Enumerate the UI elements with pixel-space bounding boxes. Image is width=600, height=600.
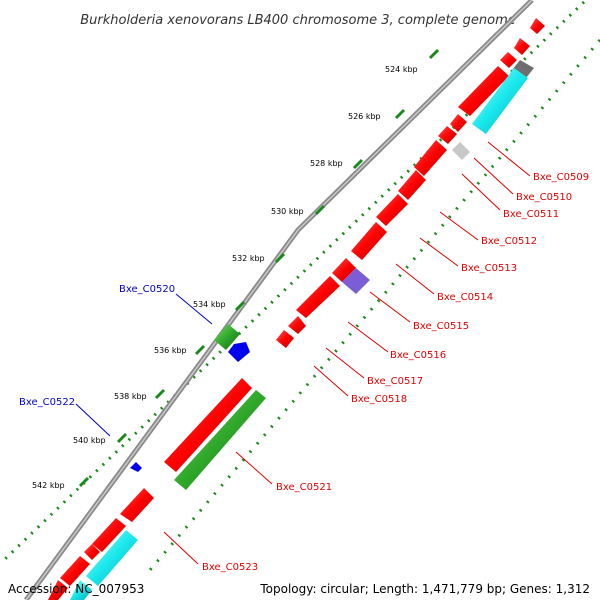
gene-label: Bxe_C0516: [390, 350, 446, 361]
gene-label: Bxe_C0522: [19, 397, 75, 408]
cds-feature: [376, 194, 408, 226]
cds-feature: [84, 544, 100, 560]
map-title: Burkholderia xenovorans LB400 chromosome…: [80, 13, 516, 28]
purple-feature: [342, 268, 370, 294]
cds-feature: [414, 140, 447, 176]
lightgrey-feature: [452, 142, 470, 160]
topology-info: Topology: circular; Length: 1,471,779 bp…: [260, 582, 590, 596]
label-leaders: [163, 141, 531, 565]
tick-label: 528 kbp: [310, 159, 343, 168]
scale-tick-labels: 524 kbp 526 kbp 528 kbp 530 kbp 532 kbp …: [32, 65, 418, 490]
cds-feature: [351, 222, 387, 260]
cds-feature: [332, 258, 356, 282]
cds-feature: [296, 276, 340, 318]
tick-label: 532 kbp: [232, 254, 265, 263]
cyan-feature: [86, 530, 138, 586]
gene-label: Bxe_C0523: [202, 562, 258, 573]
tick-label: 524 kbp: [385, 65, 418, 74]
tick-label: 536 kbp: [154, 346, 187, 355]
gene-label: Bxe_C0521: [276, 482, 332, 493]
gene-label: Bxe_C0514: [437, 292, 493, 303]
tick-label: 526 kbp: [348, 112, 381, 121]
gene-label: Bxe_C0518: [351, 394, 407, 405]
tick-label: 534 kbp: [193, 300, 226, 309]
tick-label: 542 kbp: [32, 481, 65, 490]
gene-label: Bxe_C0513: [461, 263, 517, 274]
cyan-feature: [472, 68, 528, 134]
cds-feature: [398, 170, 426, 200]
gene-label: Bxe_C0510: [516, 192, 572, 203]
cds-feature: [92, 518, 126, 552]
reverse-cds-feature: [130, 462, 142, 472]
cds-feature: [60, 556, 90, 586]
gene-label: Bxe_C0520: [119, 284, 175, 295]
gene-labels: Bxe_C0509 Bxe_C0510 Bxe_C0511 Bxe_C0512 …: [19, 172, 589, 573]
other-forward-features: [70, 60, 534, 600]
cds-feature: [530, 18, 545, 34]
reverse-cds-track: [130, 324, 266, 490]
label-leaders-blue: [75, 293, 213, 437]
tick-label: 538 kbp: [114, 392, 147, 401]
reverse-cds-feature: [174, 390, 266, 490]
cds-feature: [438, 126, 457, 144]
cds-feature: [288, 316, 306, 334]
scale-ticks: [78, 48, 440, 488]
gene-label: Bxe_C0517: [367, 376, 423, 387]
gene-label: Bxe_C0511: [503, 209, 559, 220]
accession-info: Accession: NC_007953: [8, 582, 145, 596]
gene-label: Bxe_C0509: [533, 172, 589, 183]
cds-feature: [458, 66, 509, 116]
cds-feature: [48, 580, 68, 600]
tick-label: 530 kbp: [271, 207, 304, 216]
tick-label: 540 kbp: [73, 436, 106, 445]
forward-cds-track: [48, 18, 545, 600]
cds-feature: [500, 52, 517, 68]
cds-feature: [120, 488, 154, 522]
cyan-feature: [70, 580, 92, 600]
gene-label: Bxe_C0515: [413, 321, 469, 332]
grey-feature: [512, 60, 534, 78]
reverse-cds-feature: [228, 342, 250, 362]
reverse-cds-feature: [214, 324, 240, 350]
cds-feature: [514, 38, 530, 55]
cds-feature: [164, 378, 252, 472]
cds-feature: [450, 114, 467, 132]
genome-backbone-highlight: [25, 0, 533, 600]
cds-feature: [276, 330, 294, 348]
gene-label: Bxe_C0512: [481, 236, 537, 247]
